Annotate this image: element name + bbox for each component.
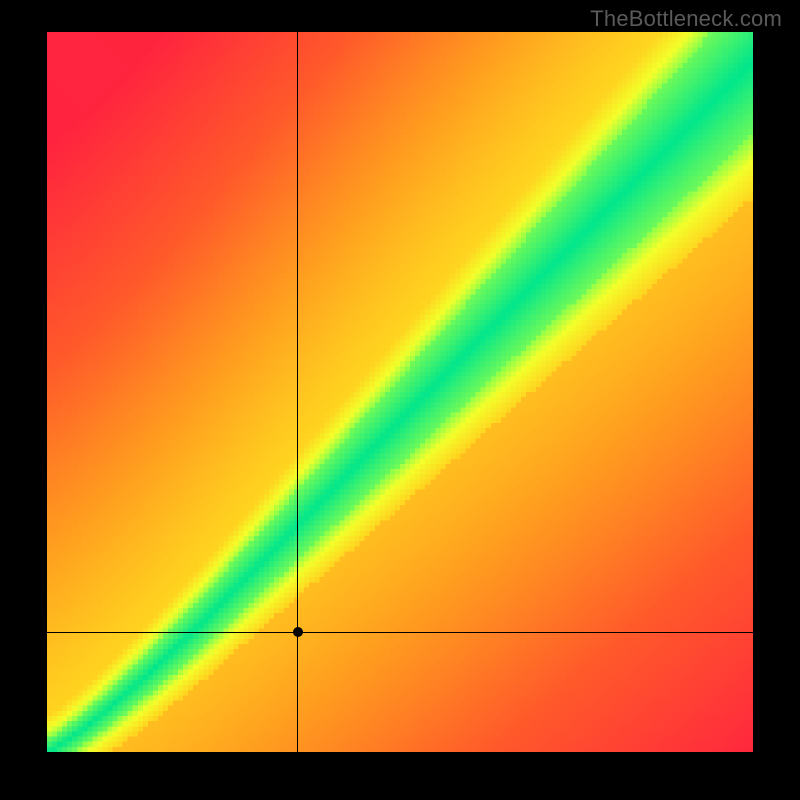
crosshair-marker-dot [293,627,303,637]
heatmap-canvas [47,32,753,752]
plot-area [47,32,753,752]
watermark-text: TheBottleneck.com [590,6,782,32]
crosshair-horizontal [47,632,753,633]
crosshair-vertical [297,32,298,752]
